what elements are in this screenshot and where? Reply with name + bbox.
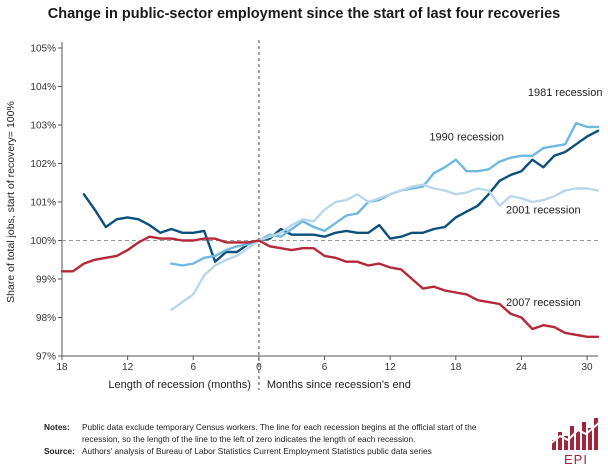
y-axis-title: Share of total jobs, start of recovery= … (5, 101, 17, 303)
x-label-right: Months since recession's end (267, 379, 411, 391)
epi-logo: EPI (548, 414, 604, 468)
series-line-1990-recession (170, 121, 600, 267)
y-tick-label: 104% (30, 82, 56, 93)
y-tick-label: 97% (36, 352, 56, 363)
epi-logo-mark (549, 418, 601, 450)
series-line-2007-recession (60, 235, 600, 338)
notes-label: Notes: (44, 422, 70, 432)
epi-logo-text: EPI (564, 452, 588, 467)
series-label-2001-recession: 2001 recession (506, 205, 581, 217)
y-tick-label: 105% (30, 44, 56, 55)
y-tick-label: 98% (36, 313, 56, 324)
notes-text: Public data exclude temporary Census wor… (82, 422, 477, 444)
y-tick-label: 100% (30, 236, 56, 247)
chart-notes: Notes: Public data exclude temporary Cen… (44, 421, 514, 457)
x-tick-label: 6 (322, 362, 328, 373)
x-tick-label: 6 (190, 362, 196, 373)
series-line-1981-recession (82, 129, 600, 263)
y-tick-label: 102% (30, 159, 56, 170)
y-tick-label: 103% (30, 121, 56, 132)
y-tick-label: 99% (36, 275, 56, 286)
x-tick-label: 30 (581, 362, 593, 373)
x-label-left: Length of recession (months) (108, 379, 250, 391)
y-tick-label: 101% (30, 198, 56, 209)
series-label-1981-recession: 1981 recession (528, 87, 603, 99)
line-chart: 97% 98% 99% 100% 101% 102% 103% 104% 105% 18 12 6 0 6… (5, 40, 603, 391)
x-tick-label: 0 (256, 362, 262, 373)
x-tick-label: 12 (385, 362, 397, 373)
chart-title: Change in public-sector employment since… (47, 6, 561, 22)
source-text: Authors' analysis of Bureau of Labor Sta… (82, 446, 432, 456)
series-label-1990-recession: 1990 recession (429, 131, 504, 143)
x-tick-label: 24 (516, 362, 528, 373)
x-tick-label: 18 (56, 362, 68, 373)
source-label: Source: (44, 446, 75, 456)
x-tick-label: 12 (122, 362, 134, 373)
series-line-2001-recession (170, 183, 600, 311)
series-label-2007-recession: 2007 recession (506, 297, 581, 309)
x-tick-label: 18 (450, 362, 462, 373)
